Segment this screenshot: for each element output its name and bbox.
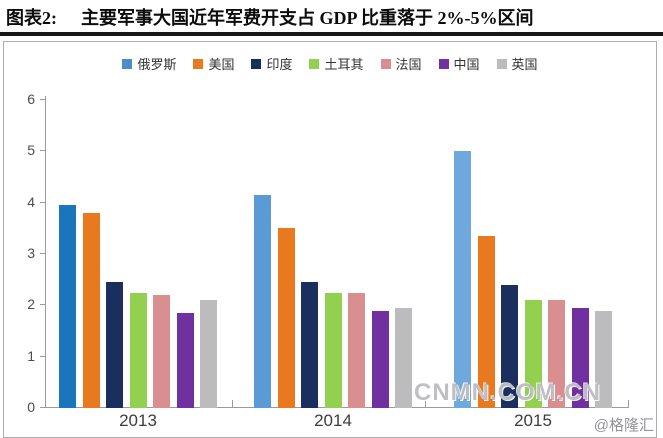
bar-印度-2014: [301, 282, 318, 408]
bar-group-2013: [59, 205, 217, 408]
chart-legend: 俄罗斯 美国 印度 土耳其 法国 中国 英国: [4, 54, 656, 73]
legend-swatch-icon: [380, 58, 391, 69]
bar-group-2015: [454, 151, 612, 408]
legend-label: 法国: [395, 57, 422, 72]
bar-英国-2013: [200, 300, 217, 408]
bar-印度-2015: [501, 284, 518, 408]
x-tick-mark: [425, 400, 426, 407]
legend-label: 俄罗斯: [137, 57, 177, 72]
bar-法国-2013: [153, 295, 170, 408]
y-tick-label: 2: [27, 296, 35, 313]
y-tick-label: 4: [27, 193, 35, 210]
x-axis-label-2015: 2015: [514, 411, 552, 430]
legend-item-4: 土耳其: [309, 54, 364, 73]
y-tick-label: 0: [27, 399, 35, 415]
figure-number-label: 图表2:: [6, 8, 57, 28]
bar-俄罗斯-2013: [59, 205, 76, 408]
legend-label: 英国: [511, 57, 538, 72]
legend-item-6: 中国: [438, 54, 480, 73]
legend-item-2: 美国: [193, 54, 234, 73]
bar-美国-2014: [277, 228, 295, 408]
y-tick-mark: [40, 201, 45, 203]
legend-item-5: 法国: [380, 54, 422, 73]
y-axis-line: [45, 96, 46, 408]
y-tick-mark: [40, 355, 45, 357]
legend-item-1: 俄罗斯: [122, 54, 176, 73]
legend-item-7: 英国: [496, 54, 538, 73]
bar-中国-2014: [371, 310, 389, 408]
figure-title-bar: 图表2: 主要军事大国近年军费开支占 GDP 比重落于 2%-5%区间: [0, 0, 663, 36]
legend-swatch-icon: [309, 58, 320, 69]
legend-label: 印度: [266, 57, 293, 72]
x-tick-mark: [628, 400, 629, 407]
legend-label: 土耳其: [324, 57, 364, 72]
y-tick-label: 3: [27, 245, 35, 261]
bar-印度-2013: [106, 282, 123, 408]
legend-swatch-icon: [193, 58, 204, 69]
y-tick-mark: [40, 99, 45, 101]
bar-美国-2013: [82, 212, 100, 408]
x-tick-mark: [232, 400, 233, 407]
bar-美国-2015: [477, 236, 495, 408]
y-tick-mark: [40, 253, 45, 254]
y-tick-mark: [40, 150, 45, 152]
bar-土耳其-2015: [524, 300, 542, 408]
figure-title: 主要军事大国近年军费开支占 GDP 比重落于 2%-5%区间: [81, 8, 534, 28]
legend-label: 美国: [208, 57, 235, 72]
bar-俄罗斯-2014: [254, 195, 271, 408]
bar-土耳其-2014: [324, 292, 342, 408]
y-tick-mark: [40, 407, 45, 408]
y-tick-label: 6: [27, 91, 35, 108]
y-tick-label: 5: [27, 142, 35, 159]
source-watermark: @格隆汇: [593, 417, 654, 434]
x-axis-label-2013: 2013: [119, 411, 157, 430]
bar-英国-2015: [595, 310, 612, 408]
bar-法国-2015: [548, 300, 565, 408]
bar-中国-2013: [176, 313, 194, 408]
legend-swatch-icon: [251, 58, 262, 69]
bar-俄罗斯-2015: [454, 151, 471, 408]
y-tick-label: 1: [27, 347, 35, 364]
legend-item-3: 印度: [251, 54, 292, 73]
bar-法国-2014: [348, 292, 365, 408]
legend-swatch-icon: [122, 58, 133, 69]
x-axis-label-2014: 2014: [314, 411, 352, 430]
legend-swatch-icon: [438, 58, 449, 69]
bar-中国-2015: [571, 307, 589, 408]
y-tick-mark: [40, 304, 45, 306]
bar-土耳其-2013: [129, 292, 147, 408]
bar-英国-2014: [395, 307, 412, 408]
legend-swatch-icon: [496, 58, 507, 69]
bar-group-2014: [254, 195, 412, 408]
legend-label: 中国: [453, 57, 480, 72]
